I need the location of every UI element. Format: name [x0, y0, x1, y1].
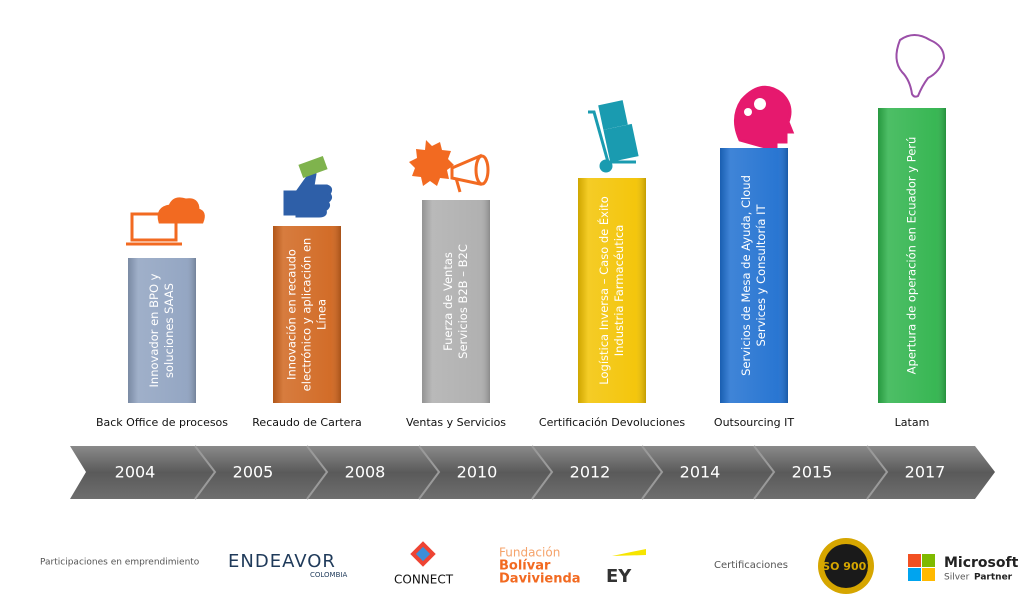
iso-seal-inner [824, 544, 868, 588]
bar-text: Fuerza de Ventas Servicios B2B – B2C [441, 244, 470, 359]
footer: Participaciones en emprendimiento ENDEAVO… [40, 538, 1019, 594]
bar-text-line: Apertura de operación en Ecuador y Perú [905, 137, 919, 375]
bar-bevel [878, 108, 946, 403]
bar-text-line: Servicios B2B – B2C [456, 244, 470, 359]
bar-bevel [578, 178, 646, 403]
milestone-caption: Certificación Devoluciones [539, 416, 685, 429]
chevron-divider [306, 445, 329, 500]
bar-text-line: Servicios de Mesa de Ayuda, Cloud [739, 175, 753, 376]
chevron-divider [418, 445, 441, 500]
bar-bevel [720, 148, 788, 403]
milestone-caption: Outsourcing IT [714, 416, 794, 429]
name: Microsoft [944, 555, 1019, 571]
chevron-divider [194, 445, 217, 500]
year-label: 2004 [115, 463, 156, 482]
sub: COLOMBIA [310, 571, 347, 579]
tier: Silver [944, 573, 970, 583]
icons [126, 34, 946, 246]
timeline-arrow [70, 446, 995, 499]
2: Davivienda [499, 572, 581, 587]
south-america-icon [895, 34, 946, 98]
bar-text-line: Services y Consultoría IT [754, 204, 768, 347]
milestone-caption: Recaudo de Cartera [252, 416, 361, 429]
year-label: 2010 [457, 463, 498, 482]
1: Bolívar [499, 559, 551, 574]
ms-square [908, 568, 921, 581]
bar-text-line: Fuerza de Ventas [441, 252, 455, 351]
0: Fundación [499, 546, 560, 560]
bar-text-line: Industria Farmacéutica [612, 225, 626, 357]
bar-bevel [273, 226, 341, 403]
year-label: 2015 [792, 463, 833, 482]
dolly-icon [588, 100, 639, 173]
name: ENDEAVOR [228, 551, 336, 572]
bar-text: Apertura de operación en Ecuador y Perú [905, 137, 919, 375]
connect-logo-mark [415, 546, 431, 562]
bar-bevel [128, 258, 196, 403]
bar-text-line: soluciones SAAS [162, 283, 176, 378]
partner: Partner [974, 573, 1013, 583]
chevron-divider [641, 445, 664, 500]
bar-text: Logística Inversa – Caso de Éxito Industr… [596, 196, 626, 384]
participations-label: Participaciones en emprendimiento [40, 558, 200, 568]
head-gears-icon [734, 85, 795, 152]
bar-text-line: Innovador en BPO y [147, 273, 161, 387]
ms-square [908, 554, 921, 567]
iso: ISO 9001 [818, 560, 874, 573]
chevron-divider [753, 445, 776, 500]
certifications-label: Certificaciones [714, 560, 788, 571]
sale-megaphone-icon [409, 140, 490, 193]
bars: Innovador en BPO y soluciones SAAS Back Of… [96, 108, 946, 429]
bar-text: Innovación en recaudo electrónico y aplic… [285, 238, 329, 392]
bar-text-line: Innovación en recaudo [285, 249, 299, 380]
ey-logo-mark [612, 549, 646, 556]
bar-text: Innovador en BPO y soluciones SAAS [147, 273, 176, 387]
chevron-divider [866, 445, 889, 500]
year-label: 2008 [345, 463, 386, 482]
ey: EY [606, 566, 632, 587]
ms-square [922, 554, 935, 567]
bar-text: Servicios de Mesa de Ayuda, Cloud Service… [739, 175, 768, 376]
connect: CONNECT [394, 573, 454, 587]
thumbs-up-icon [283, 155, 333, 218]
year-label: 2012 [570, 463, 611, 482]
bar-bevel [422, 200, 490, 403]
milestone-caption: Latam [895, 416, 930, 429]
ms-square [922, 568, 935, 581]
bar-text-line: electrónico y aplicación en [300, 238, 314, 392]
year-label: 2017 [905, 463, 946, 482]
year-label: 2005 [233, 463, 274, 482]
milestone-caption: Back Office de procesos [96, 416, 228, 429]
milestone-caption: Ventas y Servicios [406, 416, 506, 429]
chevron-divider [531, 445, 554, 500]
bar-text-line: Línea [315, 299, 329, 330]
cloud-laptop-icon [126, 197, 205, 246]
bar-text-line: Logística Inversa – Caso de Éxito [596, 196, 611, 384]
year-label: 2014 [680, 463, 721, 482]
